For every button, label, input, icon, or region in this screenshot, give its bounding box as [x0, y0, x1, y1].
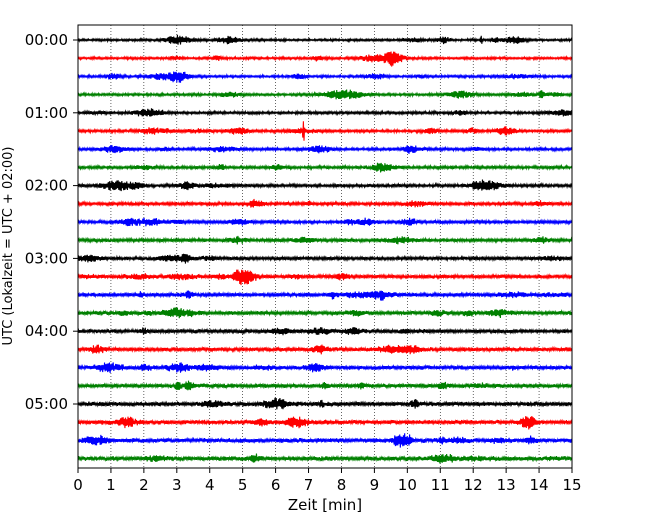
- seismic-trace: [77, 108, 573, 117]
- y-tick-label: 05:00: [25, 395, 68, 413]
- seismic-traces: [77, 34, 573, 464]
- y-tick-label: 02:00: [25, 177, 68, 195]
- seismic-trace: [77, 362, 573, 374]
- seismic-trace: [77, 51, 573, 67]
- seismic-trace: [77, 71, 573, 83]
- seismic-trace: [77, 453, 573, 464]
- seismic-trace: [77, 34, 573, 45]
- x-grid: [110, 25, 540, 468]
- x-tick-label: 7: [304, 476, 314, 494]
- x-axis-ticks: 0 1 2 3 4 5 6 7 8 9 10 11 12 13 14 15: [73, 468, 582, 494]
- seismic-trace: [77, 179, 573, 192]
- seismic-trace: [77, 415, 573, 430]
- x-tick-label: 1: [106, 476, 116, 494]
- x-tick-label: 6: [271, 476, 281, 494]
- seismic-trace: [77, 290, 573, 301]
- x-tick-label: 12: [464, 476, 483, 494]
- seismic-trace: [77, 198, 573, 208]
- y-tick-label: 01:00: [25, 104, 68, 122]
- seismic-trace: [77, 327, 573, 336]
- seismic-trace: [77, 307, 573, 319]
- seismic-trace: [77, 121, 573, 141]
- seismic-trace: [77, 269, 573, 286]
- x-tick-label: 13: [497, 476, 516, 494]
- x-tick-label: 0: [73, 476, 83, 494]
- x-tick-label: 2: [139, 476, 149, 494]
- seismic-trace: [77, 89, 573, 100]
- x-tick-label: 9: [370, 476, 380, 494]
- x-tick-label: 4: [205, 476, 215, 494]
- seismic-trace: [77, 145, 573, 154]
- x-tick-label: 3: [172, 476, 182, 494]
- seismic-trace: [77, 217, 573, 227]
- plot-frame: [77, 24, 573, 469]
- x-tick-label: 11: [431, 476, 450, 494]
- seismic-trace: [77, 162, 573, 173]
- x-axis-label: Zeit [min]: [288, 496, 362, 514]
- x-tick-label: 10: [398, 476, 417, 494]
- y-axis-ticks: 00:00 01:00 02:00 03:00 04:00 05:00: [25, 31, 78, 413]
- seismic-trace: [77, 380, 573, 391]
- x-tick-label: 15: [562, 476, 581, 494]
- y-tick-label: 00:00: [25, 31, 68, 49]
- y-tick-label: 03:00: [25, 249, 68, 267]
- x-tick-label: 8: [337, 476, 347, 494]
- x-tick-label: 5: [238, 476, 248, 494]
- x-tick-label: 14: [530, 476, 549, 494]
- seismic-trace: [77, 344, 573, 355]
- seismic-trace: [77, 235, 573, 245]
- y-axis-label: UTC (Lokalzeit = UTC + 02:00): [1, 147, 16, 346]
- seismic-trace: [77, 253, 573, 264]
- seismic-trace: [77, 433, 573, 448]
- seismic-trace: [77, 397, 573, 410]
- y-tick-label: 04:00: [25, 322, 68, 340]
